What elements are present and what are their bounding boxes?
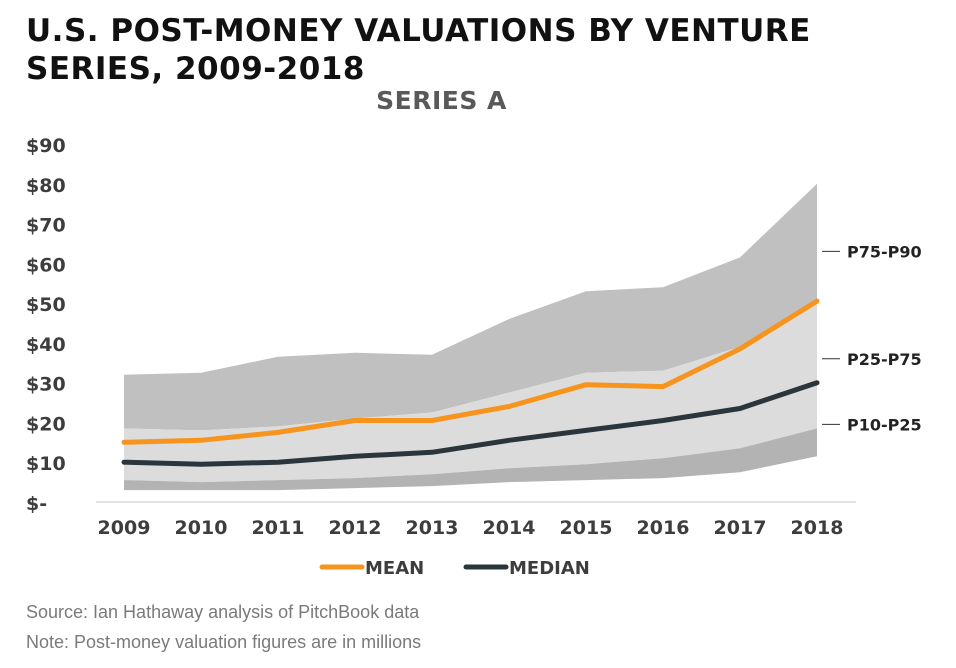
x-tick-label: 2010 (175, 517, 228, 539)
x-tick-label: 2011 (252, 517, 305, 539)
percentile-bands (124, 183, 817, 491)
y-tick-label: $60 (26, 254, 66, 276)
source-note: Source: Ian Hathaway analysis of PitchBo… (26, 602, 420, 622)
x-tick-label: 2009 (98, 517, 151, 539)
y-tick-label: $70 (26, 215, 66, 237)
series-lines (121, 298, 820, 467)
x-tick-label: 2015 (560, 517, 613, 539)
x-tick-label: 2018 (791, 517, 844, 539)
band-p75-p90 (124, 183, 817, 431)
x-tick-label: 2014 (483, 517, 536, 539)
units-note: Note: Post-money valuation figures are i… (26, 632, 422, 652)
y-tick-label: $10 (26, 453, 66, 475)
y-tick-label: $80 (26, 175, 66, 197)
x-tick-label: 2013 (406, 517, 459, 539)
x-tick-label: 2017 (714, 517, 767, 539)
x-tick-label: 2016 (637, 517, 690, 539)
band-p10-p25 (124, 428, 817, 491)
y-tick-label: $30 (26, 374, 66, 396)
chart-title: U.S. POST-MONEY VALUATIONS BY VENTURE SE… (26, 13, 811, 87)
chart-legend: MEAN MEDIAN (319, 558, 590, 579)
band-label-p10-p25: P10-P25 (847, 415, 922, 434)
series-line-mean (121, 298, 820, 445)
x-tick-label: 2012 (329, 517, 382, 539)
y-tick-label: $40 (26, 334, 66, 356)
series-line-median (121, 380, 820, 467)
y-tick-label: $90 (26, 135, 66, 157)
band-labels: P75-P90 P25-P75 P10-P25 (822, 242, 922, 434)
y-tick-label: $- (26, 493, 47, 515)
band-p25-p75 (124, 301, 817, 483)
y-tick-label: $50 (26, 294, 66, 316)
legend-label-mean: MEAN (365, 558, 424, 579)
series-a-area-chart: $- $10 $20 $30 $40 $50 $60 $70 $80 $90 2009 2010 201… (26, 135, 922, 579)
y-tick-label: $20 (26, 413, 66, 435)
band-label-p25-p75: P25-P75 (847, 350, 922, 369)
chart-axes: $- $10 $20 $30 $40 $50 $60 $70 $80 $90 2009 2010 201… (26, 135, 856, 539)
band-label-p75-p90: P75-P90 (847, 242, 922, 261)
legend-label-median: MEDIAN (509, 558, 590, 579)
chart-subtitle: SERIES A (376, 86, 507, 115)
